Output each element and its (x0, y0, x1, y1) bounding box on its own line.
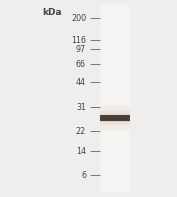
Bar (100, 116, 130, 120)
Text: 116: 116 (71, 35, 86, 45)
Text: 97: 97 (76, 45, 86, 54)
Bar (100, 5, 130, 192)
Text: 14: 14 (76, 147, 86, 155)
Bar (100, 114, 130, 122)
Text: 66: 66 (76, 59, 86, 69)
Bar (100, 111, 130, 125)
Text: 44: 44 (76, 77, 86, 86)
Text: 200: 200 (71, 14, 86, 22)
Text: 31: 31 (76, 102, 86, 112)
Bar (100, 106, 130, 130)
Text: kDa: kDa (42, 8, 62, 17)
Text: 6: 6 (81, 170, 86, 179)
Text: 22: 22 (76, 126, 86, 136)
Bar (100, 115, 130, 121)
